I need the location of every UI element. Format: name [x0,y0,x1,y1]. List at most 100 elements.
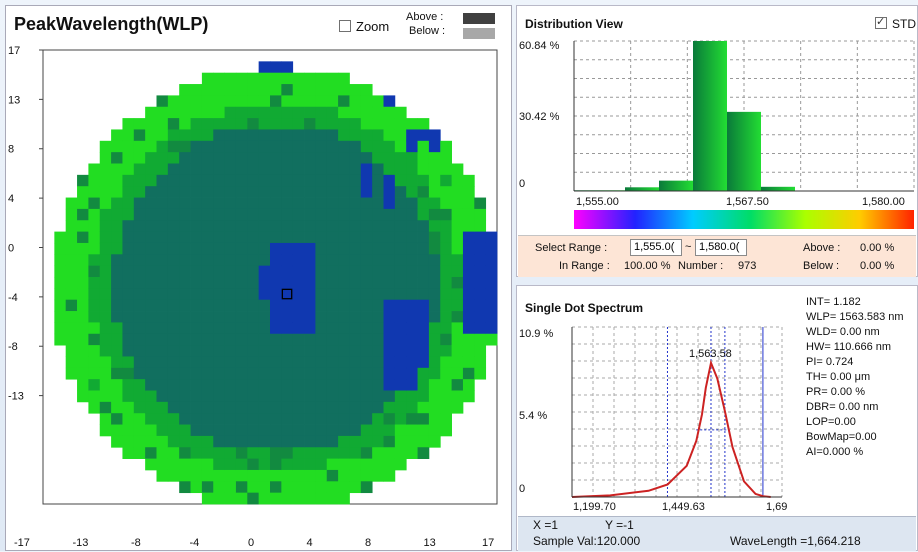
wafer-die [417,356,430,369]
wafer-die [349,345,362,357]
wafer-die [224,413,237,425]
wafer-die [270,413,282,425]
wafer-die [383,311,396,323]
below-color-swatch[interactable] [463,28,495,39]
wafer-die [349,458,362,471]
wafer-die [190,424,203,437]
wafer-die [383,254,396,267]
wafer-die [349,481,362,494]
wafer-die [247,345,260,357]
wafer-die [485,322,498,335]
wafer-die [235,106,248,119]
wafer-die [315,424,328,437]
wafer-die [349,163,362,176]
wafer-die [485,333,498,346]
spectrum-chart[interactable]: 10.9 % 5.4 % 0 1,199.70 1,449.63 1,699.55 1,56… [517,319,787,514]
wafer-die [292,356,305,369]
wafer-die [360,379,373,391]
wafer-die [122,254,135,267]
wafer-die [292,469,305,482]
wafer-die [133,277,146,289]
wafer-die [315,140,328,153]
wafer-die [372,322,384,335]
wafer-die [156,118,169,130]
wafer-die [349,95,362,108]
range-from-input[interactable]: 1,555.0( [630,239,682,256]
wafer-die [462,174,475,187]
wafer-die [462,322,475,335]
wafer-die [65,277,78,289]
wafer-die [474,220,487,232]
wafer-die [235,231,248,244]
wafer-die [281,129,294,142]
wafer-die [474,322,487,335]
wafer-die [247,413,260,425]
wafer-die [428,345,441,357]
wafer-die [167,277,180,289]
wafer-die [54,288,67,301]
wafer-die [326,118,339,130]
wafer-die [156,186,169,198]
wafer-die [462,299,475,312]
wafer-die [338,265,350,278]
wafer-die [65,288,78,301]
std-checkbox[interactable] [875,15,887,29]
wafer-die [428,208,441,221]
wafer-die [349,390,362,403]
wafer-die [349,379,362,391]
wafer-die [292,277,305,289]
wafer-die [247,333,260,346]
wafer-die [201,447,214,459]
wafer-die [281,61,294,74]
wafer-die [190,208,203,221]
wafer-die [145,288,157,301]
wafer-die [360,333,373,346]
wafer-die [179,413,191,425]
wafer-die [349,435,362,448]
wafer-die [122,140,135,153]
range-to-input[interactable]: 1,580.0( [695,239,747,256]
wafer-die [417,208,430,221]
wafer-die [235,424,248,437]
wafer-die [462,379,475,391]
wafer-die [156,106,169,119]
wafer-die [88,390,101,403]
wafer-die [440,345,452,357]
wafer-die [201,72,214,85]
distribution-histogram[interactable]: 60.84 % 30.42 % 0 1,555.00 1,567.50 1,580.00 [517,36,917,236]
wafer-die [270,84,282,96]
zoom-checkbox[interactable] [339,20,351,32]
wafer-die [394,129,407,142]
wafer-die [111,424,123,437]
wafer-die [99,288,112,301]
wafer-map[interactable]: 17 13 8 4 0 -4 -8 -13 -17 -13 -8 -4 0 4 8 13 17 [6,44,513,552]
wafer-die [258,447,271,459]
wafer-die [190,174,203,187]
wafer-die [270,95,282,108]
wafer-die [156,458,169,471]
above-color-swatch[interactable] [463,13,495,24]
wafer-die [145,265,157,278]
wafer-die [360,390,373,403]
wafer-die [122,447,135,459]
wafer-die [247,231,260,244]
wafer-die [258,152,271,164]
wafer-die [338,435,350,448]
wafer-die [247,174,260,187]
wafer-die [65,197,78,210]
wafer-die [145,220,157,232]
wafer-die [315,367,328,380]
wafer-die [281,254,294,267]
wafer-die [235,492,248,505]
wafer-die [247,197,260,210]
wafer-die [383,163,396,176]
wafer-die [122,118,135,130]
wafer-die [258,458,271,471]
y-tick-label: -13 [8,391,24,403]
wafer-die [372,197,384,210]
wafer-die [315,197,328,210]
wafer-die [179,242,191,255]
wafer-die [349,129,362,142]
wafer-die [372,311,384,323]
wafer-die [451,242,464,255]
